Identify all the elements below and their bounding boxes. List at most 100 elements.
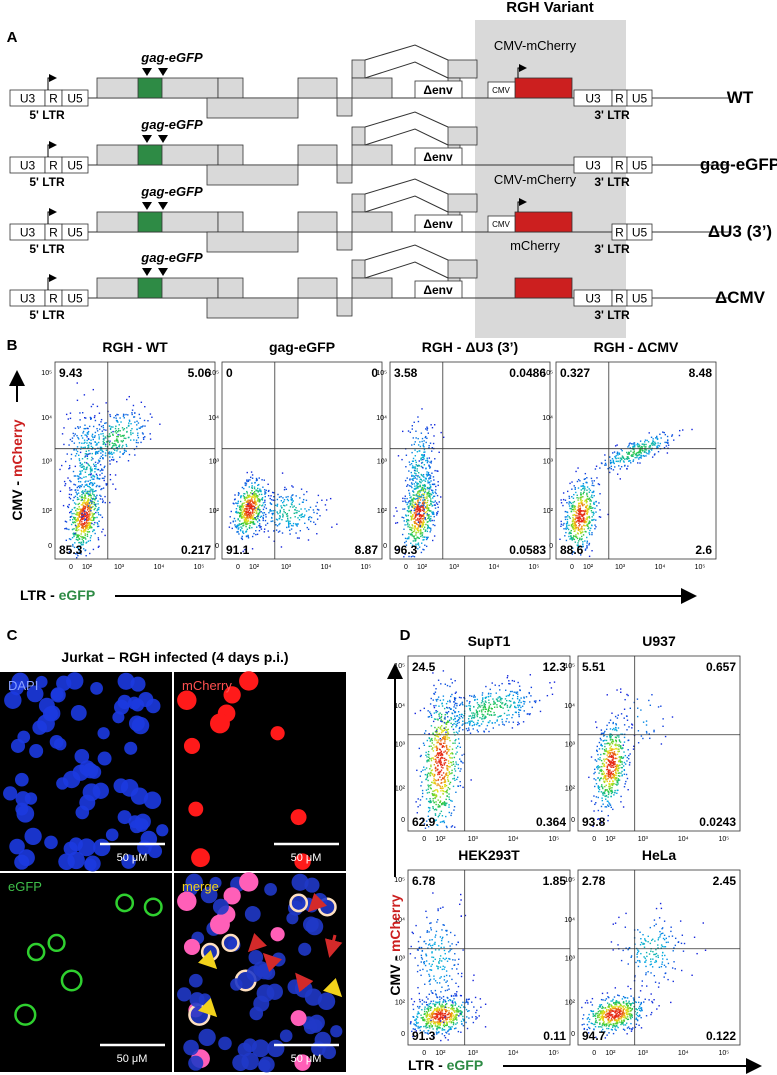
event <box>66 414 67 415</box>
event <box>81 443 82 444</box>
event <box>63 427 64 428</box>
event <box>631 727 632 728</box>
panel-label: D <box>400 627 411 644</box>
event <box>449 737 450 738</box>
event <box>419 481 420 482</box>
event <box>506 718 507 719</box>
event <box>587 525 588 526</box>
event <box>512 680 513 681</box>
event <box>642 450 643 451</box>
event <box>79 487 80 488</box>
event <box>656 436 657 437</box>
event <box>427 428 428 429</box>
event <box>246 536 247 537</box>
event <box>423 495 424 496</box>
event <box>76 449 77 450</box>
event <box>453 701 454 702</box>
event <box>627 465 628 466</box>
event <box>429 510 430 511</box>
event <box>421 552 422 553</box>
event <box>110 453 111 454</box>
axis-marker: mCherry <box>9 419 25 477</box>
event <box>580 533 581 534</box>
event <box>88 505 89 506</box>
event <box>508 710 509 711</box>
marker-triangle <box>142 68 152 76</box>
event <box>84 510 85 511</box>
event <box>282 532 283 533</box>
event <box>249 510 250 511</box>
event <box>626 760 627 761</box>
ltr-text: U3 <box>20 92 36 106</box>
event <box>477 707 478 708</box>
event <box>417 476 418 477</box>
event <box>103 435 104 436</box>
event <box>86 501 87 502</box>
event <box>436 502 437 503</box>
event <box>417 514 418 515</box>
event <box>466 728 467 729</box>
event <box>65 521 66 522</box>
event <box>435 688 436 689</box>
event <box>96 495 97 496</box>
event <box>441 721 442 722</box>
event <box>291 485 292 486</box>
event <box>588 532 589 533</box>
event <box>248 520 249 521</box>
event <box>423 479 424 480</box>
event <box>102 500 103 501</box>
event <box>256 519 257 520</box>
event <box>416 478 417 479</box>
event <box>640 457 641 458</box>
exon <box>448 260 477 278</box>
event <box>423 445 424 446</box>
event <box>73 513 74 514</box>
event <box>77 446 78 447</box>
event <box>450 696 451 697</box>
event <box>94 533 95 534</box>
event <box>572 507 573 508</box>
event <box>596 505 597 506</box>
event <box>497 697 498 698</box>
event <box>443 782 444 783</box>
axis-prefix: CMV - <box>9 477 25 521</box>
event <box>249 495 250 496</box>
event <box>478 706 479 707</box>
ltr-text: R <box>49 92 58 106</box>
event <box>433 780 434 781</box>
event <box>430 775 431 776</box>
event <box>591 516 592 517</box>
event <box>488 696 489 697</box>
event <box>247 492 248 493</box>
event <box>496 704 497 705</box>
event <box>460 747 461 748</box>
event <box>589 543 590 544</box>
event <box>424 455 425 456</box>
event <box>63 444 64 445</box>
gfp-insert <box>138 212 162 232</box>
event <box>256 478 257 479</box>
event <box>659 434 660 435</box>
event <box>430 498 431 499</box>
event <box>422 462 423 463</box>
event <box>433 782 434 783</box>
event <box>504 713 505 714</box>
event <box>412 503 413 504</box>
event <box>420 499 421 500</box>
event <box>262 487 263 488</box>
event <box>143 437 144 438</box>
event <box>90 480 91 481</box>
event <box>590 528 591 529</box>
event <box>492 722 493 723</box>
event <box>453 764 454 765</box>
event <box>239 523 240 524</box>
event <box>488 709 489 710</box>
event <box>519 705 520 706</box>
event <box>517 724 518 725</box>
event <box>642 443 643 444</box>
event <box>462 729 463 730</box>
event <box>102 433 103 434</box>
event <box>272 492 273 493</box>
event <box>424 464 425 465</box>
event <box>257 521 258 522</box>
